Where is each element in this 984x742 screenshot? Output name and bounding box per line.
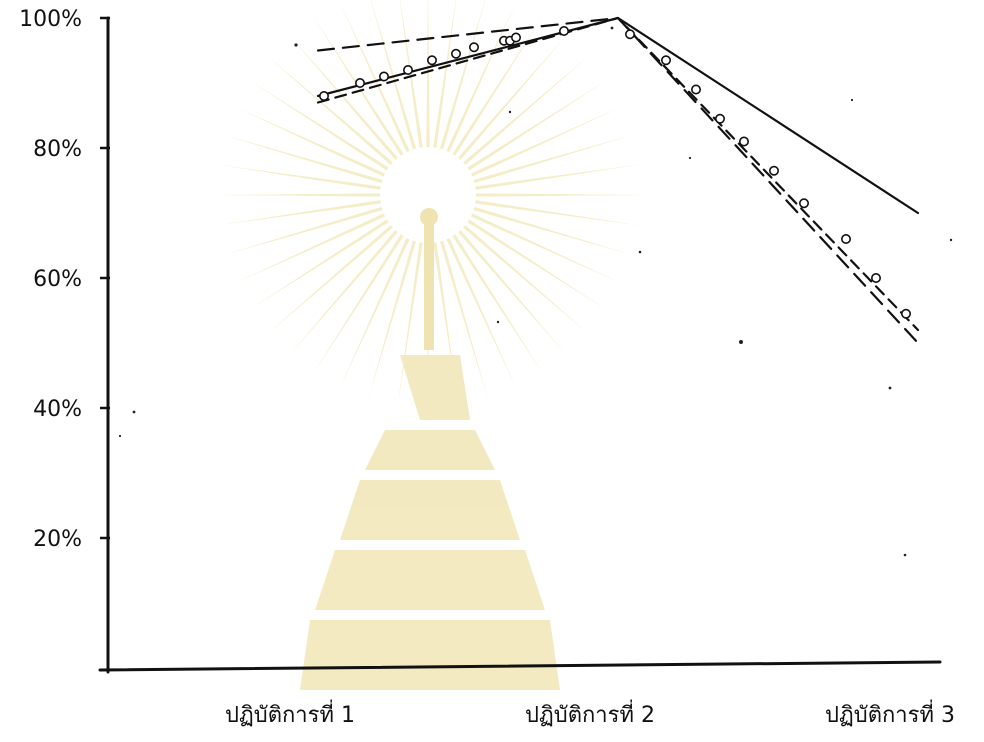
series-3-point <box>840 234 851 245</box>
series-3-point <box>378 71 389 82</box>
watermark-ray <box>287 230 398 358</box>
watermark-ray <box>439 0 486 150</box>
watermark-ray <box>215 200 381 226</box>
watermark-ray <box>215 164 381 190</box>
watermark-ray <box>458 230 569 358</box>
watermark-ray <box>247 219 389 312</box>
watermark-ray <box>370 0 417 150</box>
watermark-ray <box>232 105 386 177</box>
watermark-ray <box>473 134 635 184</box>
series-3-point <box>624 29 635 40</box>
watermark-ray <box>247 78 389 171</box>
watermark-ray <box>265 54 393 165</box>
series-line-1 <box>316 16 920 215</box>
y-tick-label: 80% <box>33 137 82 162</box>
x-category-label: ปฏิบัติการที่ 1 <box>225 699 355 728</box>
series-3-point <box>510 32 521 43</box>
series-3-point <box>660 55 671 66</box>
series-3-point <box>714 113 725 124</box>
watermark-center <box>386 153 470 237</box>
watermark-ray <box>463 54 591 165</box>
x-category-label: ปฏิบัติการที่ 3 <box>825 699 955 728</box>
x-labels: ปฏิบัติการที่ 1 ปฏิบัติการที่ 2 ปฏิบัติการ… <box>225 699 955 728</box>
watermark-ray <box>470 213 624 285</box>
watermark-ray <box>475 193 643 197</box>
y-tick-label: 100% <box>19 7 82 32</box>
watermark-ray <box>221 206 383 256</box>
series-3-point <box>426 55 437 66</box>
y-tick-label: 20% <box>33 527 82 552</box>
watermark-ray <box>446 237 518 391</box>
series-3-point <box>870 272 881 283</box>
watermark-ray <box>467 219 609 312</box>
scan-specks <box>118 26 953 557</box>
watermark-ray <box>399 0 423 148</box>
series-line-3 <box>316 16 920 332</box>
watermark-stupa <box>300 355 560 690</box>
watermark-ray <box>475 200 641 226</box>
watermark-ray <box>446 0 518 153</box>
x-category-label: ปฏิบัติการที่ 2 <box>525 699 655 728</box>
watermark-ray <box>338 0 410 153</box>
watermark-ray <box>265 225 393 336</box>
watermark-ray <box>439 240 489 402</box>
watermark-ray <box>367 240 417 402</box>
watermark-ray <box>452 14 545 156</box>
series-3-point <box>768 165 779 176</box>
y-tick-label: 40% <box>33 397 82 422</box>
series-3-point <box>900 308 911 319</box>
watermark-ray <box>426 0 430 148</box>
watermark-ray <box>311 234 404 376</box>
watermark-ray <box>463 225 591 336</box>
watermark-ray <box>470 105 624 177</box>
series-3-point <box>402 65 413 76</box>
watermark-ray <box>452 234 545 376</box>
watermark-ray <box>221 134 383 184</box>
watermark-ray <box>213 193 381 197</box>
watermark-spire <box>424 215 434 350</box>
series-3-point <box>468 42 479 53</box>
watermark-ray <box>338 237 410 391</box>
watermark-ray <box>473 206 635 256</box>
watermark-ray <box>232 213 386 285</box>
axes <box>98 16 942 674</box>
series-3-point <box>798 198 809 209</box>
series-3-point <box>318 91 329 102</box>
watermark-rays <box>213 0 643 410</box>
watermark-ray <box>475 164 641 190</box>
watermark-spire-top <box>420 208 438 226</box>
y-ticks: 20% 40% 60% 80% 100% <box>19 7 110 552</box>
series-3-point <box>354 78 365 89</box>
series-3-point <box>690 84 701 95</box>
series-3-point <box>558 25 569 36</box>
watermark-ray <box>467 78 609 171</box>
watermark-ray <box>458 32 569 160</box>
x-axis <box>98 660 942 672</box>
series-layer <box>316 16 920 345</box>
y-tick-label: 60% <box>33 267 82 292</box>
series-3-point <box>738 136 749 147</box>
series-3-point <box>450 48 461 59</box>
